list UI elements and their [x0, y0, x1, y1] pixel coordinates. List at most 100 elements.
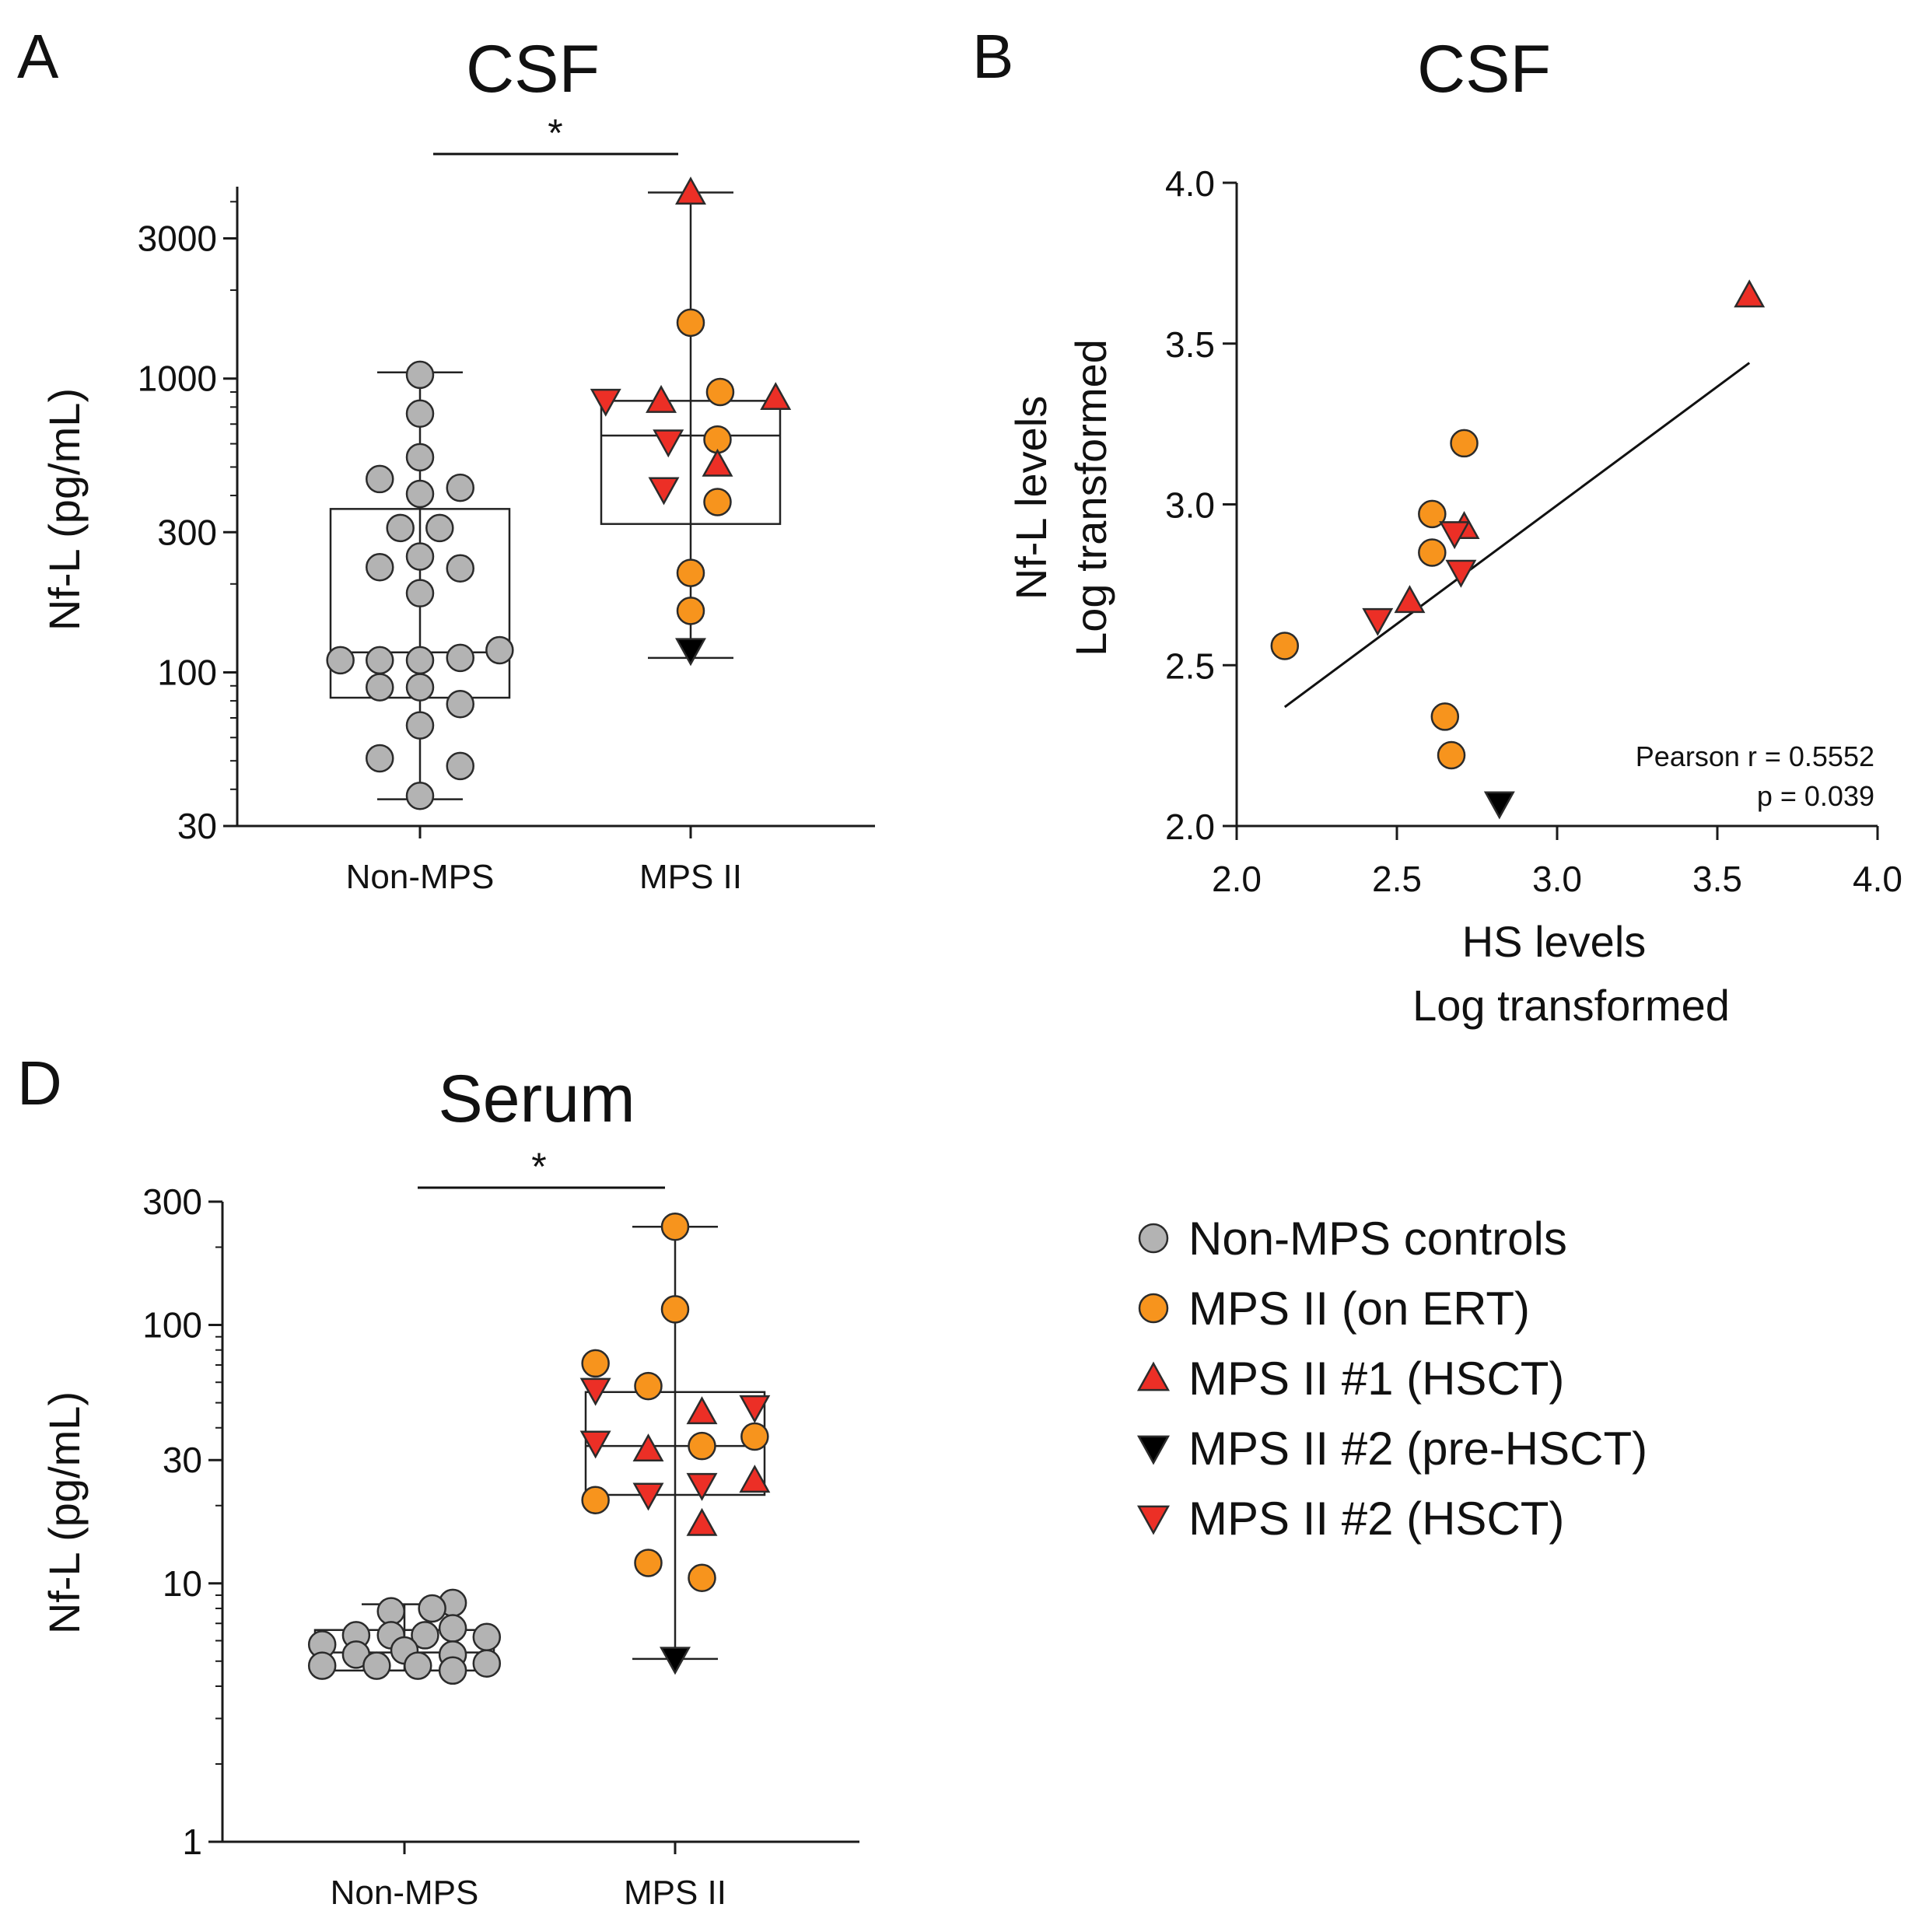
data-point-non_mps [366, 646, 394, 675]
data-point-hsct2 [648, 477, 680, 506]
panel-b-points [1270, 279, 1766, 820]
legend-marker-ert [1138, 1293, 1169, 1324]
data-point-pre_hsct [675, 638, 706, 667]
panel-b-x-axis-label-line2: Log transformed [1412, 981, 1730, 1030]
panel-a-y-ticks: 30 100 300 1000 3000 [138, 219, 237, 846]
panel-b-y-axis-label-line2: Log transformed [1066, 339, 1115, 656]
data-point-ert [634, 1549, 663, 1577]
panel-d-title: Serum [438, 1062, 635, 1136]
data-point-non_mps [425, 513, 454, 543]
data-point-hsct2 [579, 1377, 611, 1406]
data-point-hsct1 [686, 1507, 718, 1536]
panel-a: A CSF Nf-L (pg/mL) 30 100 300 1000 3000 Non-… [17, 22, 875, 896]
legend-marker-non_mps [1138, 1223, 1169, 1254]
legend-marker-hsct1 [1136, 1361, 1171, 1391]
panel-b-y-axis-label-line1: Nf-L levels [1006, 396, 1055, 600]
x-tick-label: 3.5 [1692, 859, 1742, 899]
data-point-non_mps [472, 1649, 502, 1678]
data-point-non_mps [376, 1597, 405, 1626]
data-point-non_mps [405, 711, 435, 740]
legend-label-ert: MPS II (on ERT) [1188, 1283, 1530, 1335]
data-point-non_mps [446, 643, 474, 673]
x-tick-label: Non-MPS [346, 858, 495, 896]
panel-a-y-axis-label: Nf-L (pg/mL) [40, 388, 89, 631]
data-point-hsct1 [702, 448, 733, 477]
data-point-hsct2 [739, 1395, 771, 1423]
legend: Non-MPS controls MPS II (on ERT) MPS II #1… [1136, 1213, 1647, 1545]
data-point-ert [676, 558, 705, 587]
panel-d-y-axis-label: Nf-L (pg/mL) [40, 1391, 89, 1634]
data-point-non_mps [472, 1622, 502, 1651]
data-point-non_mps [405, 542, 435, 571]
data-point-ert [634, 1371, 663, 1401]
legend-label-non_mps: Non-MPS controls [1188, 1213, 1567, 1265]
y-tick-label: 3.0 [1165, 485, 1215, 526]
panel-b-pearson-r: Pearson r = 0.5552 [1636, 740, 1874, 772]
data-point-hsct2 [632, 1482, 664, 1511]
data-point-hsct1 [739, 1465, 771, 1493]
data-point-non_mps [405, 673, 435, 702]
panel-d-points [307, 1212, 771, 1685]
data-point-non_mps [405, 646, 435, 675]
x-tick-label: 2.0 [1212, 859, 1262, 899]
data-point-ert [705, 377, 735, 407]
panel-d-minor-ticks [215, 1246, 222, 1765]
data-point-ert [660, 1295, 690, 1324]
panel-d: D Serum Nf-L (pg/mL) 1 10 30 100 300 Non-MPS… [17, 1048, 859, 1912]
y-tick-label: 3000 [138, 219, 217, 259]
data-point-hsct2 [1445, 559, 1477, 588]
data-point-ert [581, 1486, 610, 1514]
legend-marker-hsct2 [1136, 1505, 1171, 1535]
data-point-non_mps [446, 554, 474, 583]
data-point-non_mps [418, 1594, 446, 1623]
y-tick-label: 2.0 [1165, 807, 1215, 847]
data-point-non_mps [307, 1651, 337, 1680]
data-point-hsct1 [686, 1396, 718, 1425]
data-point-non_mps [326, 646, 355, 675]
data-point-ert [688, 1563, 716, 1592]
y-tick-label: 100 [142, 1305, 202, 1346]
data-point-hsct2 [590, 388, 621, 417]
panel-b-regression-line [1283, 362, 1751, 709]
panel-a-letter: A [17, 22, 59, 91]
y-tick-label: 4.0 [1165, 163, 1215, 204]
x-tick-label: Non-MPS [331, 1874, 479, 1912]
data-point-non_mps [446, 689, 474, 719]
data-point-ert [1270, 632, 1300, 660]
panel-d-letter: D [17, 1048, 62, 1118]
data-point-non_mps [405, 443, 435, 472]
x-tick-label: 2.5 [1372, 859, 1422, 899]
data-point-ert [1437, 740, 1466, 770]
panel-a-minor-ticks [230, 201, 237, 790]
panel-d-significance-star: * [531, 1145, 546, 1188]
data-point-non_mps [366, 464, 394, 494]
legend-marker-pre_hsct [1136, 1435, 1171, 1465]
data-point-hsct2 [579, 1430, 611, 1459]
data-point-hsct2 [653, 429, 684, 458]
panel-d-x-ticks: Non-MPS MPS II [331, 1842, 726, 1912]
y-tick-label: 30 [177, 806, 217, 846]
data-point-non_mps [405, 579, 435, 607]
data-point-hsct1 [1734, 279, 1766, 308]
data-point-hsct2 [1362, 607, 1394, 636]
data-point-hsct1 [646, 384, 677, 413]
panel-d-y-ticks: 1 10 30 100 300 [142, 1181, 222, 1862]
y-tick-label: 1000 [138, 359, 217, 399]
panel-b-y-ticks: 2.0 2.5 3.0 3.5 4.0 [1165, 163, 1237, 847]
data-point-non_mps [446, 473, 474, 502]
data-point-hsct1 [760, 382, 792, 411]
y-tick-label: 1 [182, 1822, 202, 1862]
y-tick-label: 100 [157, 652, 217, 692]
x-tick-label: MPS II [624, 1874, 726, 1912]
data-point-non_mps [438, 1614, 467, 1643]
data-point-non_mps [386, 513, 415, 543]
data-point-hsct1 [1394, 585, 1426, 614]
data-point-hsct1 [675, 177, 706, 205]
y-tick-label: 30 [163, 1440, 202, 1480]
y-tick-label: 2.5 [1165, 646, 1215, 686]
data-point-ert [676, 597, 705, 625]
y-tick-label: 3.5 [1165, 324, 1215, 365]
data-point-non_mps [485, 635, 514, 665]
data-point-non_mps [405, 399, 435, 429]
